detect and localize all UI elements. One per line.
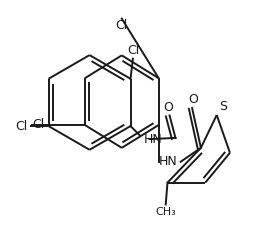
Text: O: O	[164, 101, 173, 114]
Text: Cl: Cl	[127, 45, 140, 58]
Text: Cl: Cl	[32, 119, 44, 131]
Text: CH₃: CH₃	[155, 207, 176, 217]
Text: Cl: Cl	[116, 19, 128, 32]
Text: Cl: Cl	[15, 120, 27, 133]
Text: O: O	[188, 93, 198, 106]
Text: HN: HN	[159, 155, 178, 168]
Text: HN: HN	[144, 133, 162, 146]
Text: S: S	[219, 100, 227, 113]
